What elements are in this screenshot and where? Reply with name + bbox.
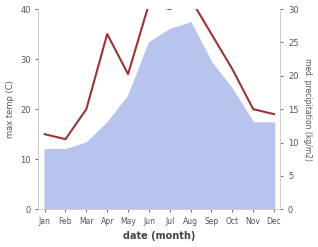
X-axis label: date (month): date (month) [123,231,196,242]
Y-axis label: max temp (C): max temp (C) [5,80,15,138]
Y-axis label: med. precipitation (kg/m2): med. precipitation (kg/m2) [303,58,313,161]
